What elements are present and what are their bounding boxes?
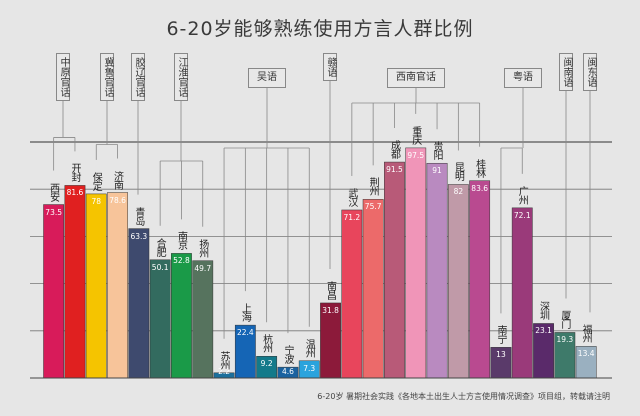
category-label: 南京 — [175, 231, 187, 250]
value-label: 13.4 — [577, 349, 595, 359]
category-label: 贵阳 — [431, 141, 443, 160]
value-label: 63.3 — [130, 231, 148, 241]
group-label: 闽东语 — [583, 53, 597, 91]
bar-贵阳 — [426, 162, 448, 379]
value-label: 7.3 — [303, 363, 316, 373]
bar-成都 — [384, 161, 405, 379]
bar-重庆 — [405, 147, 427, 379]
bar-济南 — [107, 192, 128, 379]
category-label: 杭州 — [260, 334, 272, 353]
group-label: 冀鲁官话 — [100, 53, 114, 101]
category-label: 合肥 — [154, 237, 166, 256]
bar-扬州 — [192, 260, 214, 379]
value-label: 82 — [453, 187, 464, 197]
value-label: 97.5 — [407, 150, 425, 160]
category-label: 武汉 — [345, 187, 357, 206]
category-label: 荆州 — [367, 177, 379, 196]
bar-武汉 — [341, 209, 363, 379]
value-label: 73.5 — [45, 207, 62, 217]
value-label: 78 — [91, 196, 102, 206]
bar-广州 — [511, 207, 533, 379]
value-label: 13 — [496, 350, 506, 360]
value-label: 91 — [432, 166, 442, 176]
bar-昆明 — [447, 184, 469, 379]
group-label: 中原官话 — [56, 53, 70, 101]
category-label: 上海 — [239, 303, 251, 322]
group-label: 西南官话 — [387, 68, 445, 88]
value-label: 72.1 — [513, 210, 531, 220]
value-label: 23.1 — [535, 326, 552, 336]
value-label: 78.6 — [109, 195, 126, 205]
bar-保定 — [85, 193, 107, 379]
category-label: 南昌 — [324, 280, 336, 299]
value-label: 75.7 — [364, 202, 382, 212]
category-label: 扬州 — [196, 238, 208, 257]
bar-荆州 — [362, 199, 384, 379]
category-label: 广州 — [516, 185, 528, 204]
category-label: 济南 — [111, 170, 123, 189]
footer-note: 6-20岁 暑期社会实践《各地本土出生人士方言使用情况调查》项目组，转载请注明 — [317, 392, 610, 401]
value-label: 22.4 — [236, 328, 254, 338]
bar-西安 — [43, 204, 65, 379]
value-label: 31.8 — [322, 305, 339, 315]
group-label: 粤语 — [504, 68, 542, 88]
bar-开封 — [64, 185, 86, 379]
bar-桂林 — [469, 180, 491, 379]
value-label: 52.8 — [173, 256, 190, 266]
group-label: 赣语 — [323, 53, 337, 81]
category-label: 深圳 — [537, 301, 549, 320]
value-label: 50.1 — [151, 262, 169, 272]
category-label: 南宁 — [494, 325, 506, 344]
group-label: 吴语 — [248, 68, 286, 88]
category-label: 桂林 — [473, 158, 485, 177]
value-label: 91.5 — [386, 165, 403, 175]
value-label: 71.2 — [343, 212, 361, 222]
chart-title: 6-20岁能够熟练使用方言人群比例 — [166, 18, 474, 40]
bar-青岛 — [128, 228, 150, 379]
category-label: 厦门 — [558, 310, 570, 329]
category-label: 青岛 — [132, 206, 144, 225]
value-label: 49.7 — [194, 263, 212, 273]
category-label: 昆明 — [452, 162, 464, 181]
category-label: 宁波 — [281, 345, 293, 364]
category-label: 开封 — [68, 163, 80, 182]
value-label: 81.6 — [66, 188, 84, 198]
value-label: 2.2 — [218, 367, 230, 376]
category-label: 西安 — [47, 182, 59, 201]
group-label: 闽南语 — [559, 53, 573, 91]
category-label: 保定 — [90, 171, 102, 190]
value-label: 4.6 — [281, 367, 294, 376]
group-label: 江淮官话 — [174, 53, 188, 101]
category-label: 成都 — [388, 140, 400, 159]
category-label: 苏州 — [218, 350, 230, 369]
category-label: 温州 — [303, 338, 315, 357]
value-label: 9.2 — [260, 359, 273, 369]
category-label: 重庆 — [409, 125, 421, 144]
category-label: 福州 — [580, 324, 592, 343]
value-label: 83.6 — [471, 183, 488, 193]
bar-南京 — [171, 253, 192, 379]
group-label: 胶辽官话 — [131, 53, 145, 101]
bar-合肥 — [149, 259, 171, 379]
value-label: 19.3 — [556, 335, 574, 345]
